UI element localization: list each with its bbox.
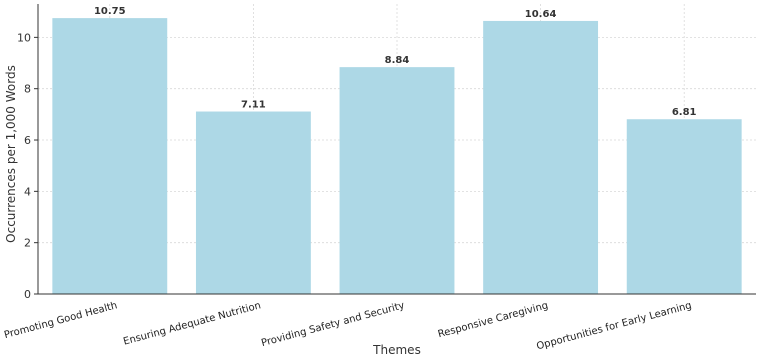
category-tick-label: Providing Safety and Security	[260, 300, 406, 349]
bar-value-label: 6.81	[672, 107, 697, 118]
y-ticks: 0 2 4 6 8 10	[17, 31, 38, 301]
bar-value-label: 10.64	[525, 9, 557, 20]
data-labels: 10.75 7.11 8.84 10.64 6.81	[94, 6, 697, 118]
bar-value-label: 7.11	[241, 100, 266, 111]
category-tick-label: Opportunities for Early Learning	[535, 300, 693, 352]
category-tick-label: Responsive Caregiving	[437, 300, 550, 340]
category-tick-label: Ensuring Adequate Nutrition	[122, 300, 262, 347]
axes	[37, 4, 756, 295]
y-tick-label: 6	[24, 134, 31, 147]
bars	[52, 18, 742, 295]
bar	[626, 119, 742, 294]
y-tick-label: 2	[24, 237, 31, 250]
bar	[195, 111, 311, 294]
bar	[483, 20, 599, 295]
bar	[52, 18, 168, 294]
x-axis-title: Themes	[372, 343, 421, 357]
y-tick-label: 0	[24, 288, 31, 301]
y-axis-title: Occurrences per 1,000 Words	[4, 65, 18, 243]
y-tick-label: 4	[24, 185, 31, 198]
y-tick-label: 8	[24, 83, 31, 96]
bar-value-label: 8.84	[385, 55, 410, 66]
bar	[339, 67, 455, 294]
category-labels: Promoting Good Health Ensuring Adequate N…	[3, 300, 693, 352]
y-tick-label: 10	[17, 31, 31, 44]
bar-value-label: 10.75	[94, 6, 126, 17]
category-tick-label: Promoting Good Health	[3, 300, 119, 341]
